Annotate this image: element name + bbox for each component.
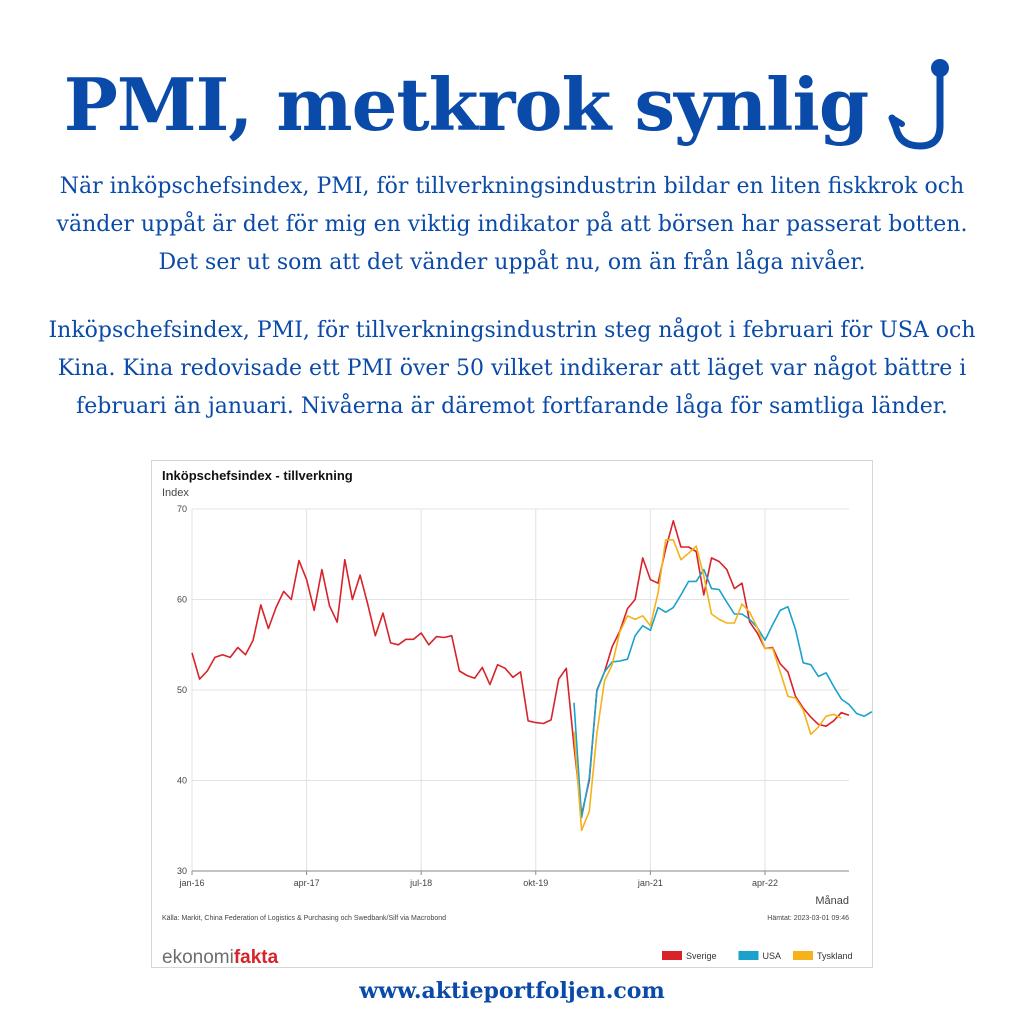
legend-label-usa: USA [763,951,782,961]
chart-title: Inköpschefsindex - tillverkning [162,468,353,483]
page-title: PMI, metkrok synlig [63,61,869,147]
legend-swatch-tyskland [793,951,813,960]
retrieved-note: Hämtat: 2023-03-01 09:46 [767,915,849,922]
y-tick-label: 40 [177,776,187,786]
x-tick-label: jul-18 [409,878,432,888]
pmi-line-chart: Inköpschefsindex - tillverkning Index 30… [162,468,873,968]
footer-url: www.aktieportfoljen.com [359,978,665,1004]
y-tick-label: 50 [177,685,187,695]
x-tick-label: apr-17 [294,878,320,888]
x-tick-label: jan-21 [637,878,663,888]
series-line-tyskland [573,539,842,832]
legend: Sverige USA Tyskland [662,951,853,961]
y-tick-label: 60 [177,595,187,605]
legend-swatch-usa [738,951,759,960]
logo-part-ekonomi: ekonomi [162,947,234,967]
y-tick-label: 30 [177,866,187,876]
chart-card: Inköpschefsindex - tillverkning Index 30… [151,460,873,968]
x-axis-label: Månad [815,895,849,907]
x-tick-label: jan-16 [178,878,204,888]
fishhook-icon [888,59,950,150]
legend-swatch-sverige [662,951,682,960]
y-axis-label: Index [162,487,189,499]
x-tick-label: apr-22 [752,878,778,888]
legend-label-sverige: Sverige [686,951,717,961]
x-tick-label: okt-19 [523,878,548,888]
series-line-usa [573,568,873,819]
logo-part-fakta: fakta [234,947,279,967]
ekonomifakta-logo: ekonomifakta [162,947,279,968]
y-tick-label: 70 [177,504,187,514]
series-line-sverige [191,519,850,816]
headline: PMI, metkrok synlig [0,56,1024,152]
pmi-paragraph: Inköpschefsindex, PMI, för tillverknings… [48,318,976,419]
source-note: Källa: Markit, China Federation of Logis… [162,915,446,922]
intro-paragraph: När inköpschefsindex, PMI, för tillverkn… [56,174,968,275]
legend-label-tyskland: Tyskland [817,951,853,961]
svg-text:ekonomifakta: ekonomifakta [162,947,279,967]
